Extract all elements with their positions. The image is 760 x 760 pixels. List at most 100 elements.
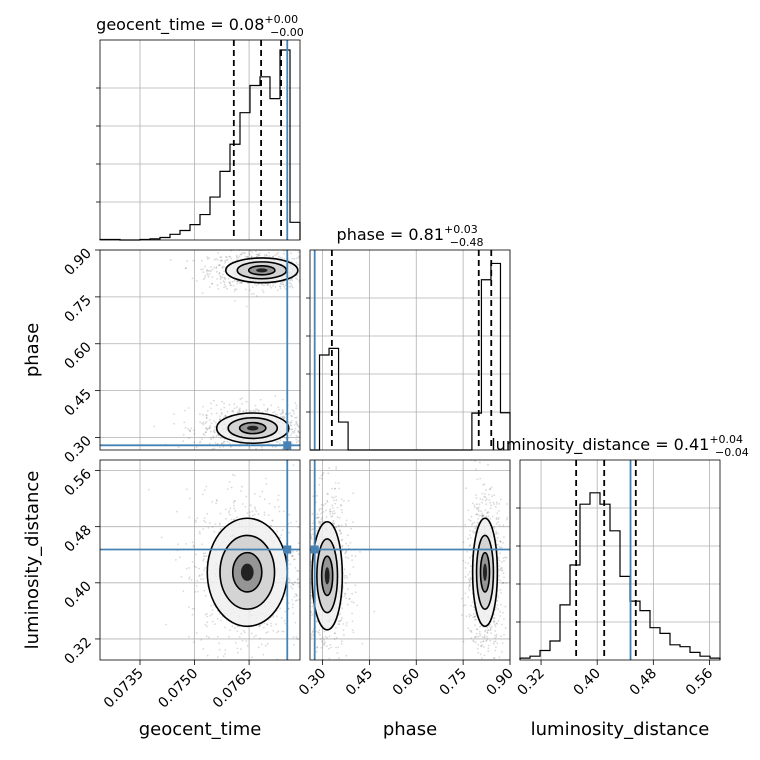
sample-point (499, 589, 502, 591)
sample-point (492, 620, 495, 623)
sample-point (200, 259, 203, 262)
sample-point (256, 253, 259, 256)
x-axis-label-geocent_time: geocent_time (139, 719, 262, 740)
sample-point (187, 407, 190, 409)
sample-point (282, 250, 285, 252)
sample-point (333, 512, 336, 515)
sample-point (284, 610, 287, 613)
sample-point (344, 592, 347, 595)
sample-point (260, 455, 262, 457)
sample-point (213, 420, 215, 422)
sample-point (483, 483, 486, 485)
sample-point (206, 654, 209, 657)
sample-point (316, 513, 319, 515)
sample-point (226, 259, 229, 261)
sample-point (306, 270, 308, 272)
sample-point (263, 404, 265, 406)
sample-point (500, 603, 502, 606)
sample-point (192, 545, 195, 548)
sample-point (211, 526, 214, 528)
sample-point (306, 545, 308, 547)
sample-point (291, 554, 294, 557)
sample-point (335, 468, 337, 470)
sample-point (484, 493, 486, 495)
sample-point (479, 632, 481, 635)
sample-point (297, 570, 300, 573)
sample-point (243, 631, 246, 634)
sample-point (210, 438, 213, 441)
sample-point (485, 489, 487, 492)
sample-point (296, 578, 299, 580)
sample-point (295, 277, 297, 279)
sample-point (495, 516, 498, 519)
sample-point (318, 262, 320, 264)
sample-point (206, 409, 209, 412)
sample-point (296, 451, 298, 453)
sample-point (310, 610, 313, 613)
sample-point (215, 258, 218, 260)
sample-point (480, 510, 482, 513)
sample-point (487, 647, 490, 650)
sample-point (255, 510, 258, 513)
sample-point (335, 646, 337, 649)
sample-point (320, 477, 323, 480)
sample-point (325, 509, 327, 512)
sample-point (196, 517, 199, 519)
sample-point (253, 513, 256, 516)
sample-point (506, 503, 509, 505)
sample-point (216, 270, 218, 273)
sample-point (340, 617, 343, 619)
sample-point (484, 499, 487, 502)
sample-point (205, 427, 208, 430)
sample-point (228, 510, 231, 512)
sample-point (506, 516, 509, 519)
sample-point (474, 636, 476, 639)
sample-point (288, 531, 291, 534)
panel-frame (309, 459, 511, 661)
sample-point (206, 615, 209, 618)
sample-point (478, 506, 480, 509)
sample-point (351, 629, 354, 631)
sample-point (492, 501, 495, 504)
sample-point (256, 454, 258, 456)
sample-point (490, 663, 492, 665)
sample-point (497, 608, 500, 611)
sample-point (234, 510, 237, 512)
sample-point (329, 508, 331, 511)
sample-point (501, 567, 503, 569)
sample-point (294, 621, 297, 624)
sample-point (292, 584, 295, 586)
sample-point (254, 410, 257, 413)
sample-point (501, 569, 504, 572)
sample-point (337, 524, 340, 527)
sample-point (319, 520, 321, 523)
sample-point (238, 255, 241, 258)
sample-point (252, 454, 254, 456)
sample-point (304, 257, 306, 259)
histogram-bars (519, 492, 721, 660)
sample-point (310, 594, 312, 597)
sample-point (300, 256, 302, 258)
sample-point (219, 256, 222, 259)
sample-point (502, 557, 505, 559)
sample-point (351, 620, 354, 623)
sample-point (322, 504, 325, 507)
sample-point (182, 440, 185, 442)
sample-point (216, 635, 219, 638)
sample-point (497, 557, 500, 559)
sample-point (324, 263, 326, 265)
sample-point (271, 519, 274, 522)
sample-point (292, 550, 294, 553)
sample-point (468, 571, 471, 573)
sample-point (495, 539, 498, 542)
sample-point (269, 285, 271, 287)
sample-point (218, 642, 221, 645)
sample-point (470, 578, 472, 580)
sample-point (229, 284, 232, 286)
sample-point (252, 409, 255, 412)
sample-point (322, 636, 324, 639)
sample-point (468, 589, 471, 592)
sample-point (290, 414, 292, 417)
sample-point (331, 504, 333, 507)
sample-point (265, 483, 268, 485)
